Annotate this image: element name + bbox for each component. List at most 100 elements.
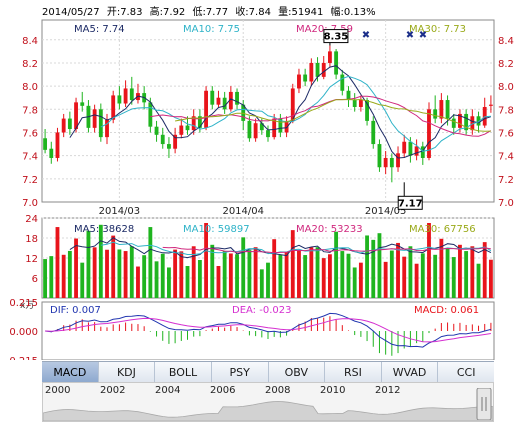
quote-header: 2014/05/27 开:7.83 高:7.92 低:7.77 收:7.84 量… bbox=[42, 3, 380, 18]
price-axis-tick-left: 7.6 bbox=[22, 128, 38, 139]
indicator-tabs: MACD KDJ BOLL PSY OBV RSI WVAD CCI bbox=[42, 361, 494, 383]
tab-wvad[interactable]: WVAD bbox=[382, 362, 439, 382]
candle-body bbox=[321, 62, 326, 77]
candle-body bbox=[427, 109, 431, 158]
volume-bar bbox=[408, 246, 413, 298]
macd-axis-tick: 0.000 bbox=[9, 327, 38, 338]
event-marker-icon: ✖ bbox=[406, 30, 414, 41]
timeline-year-label: 2010 bbox=[320, 385, 346, 396]
tab-boll[interactable]: BOLL bbox=[155, 362, 212, 382]
quote-volume: 量:51941 bbox=[278, 7, 324, 18]
candle-body bbox=[179, 125, 184, 135]
candle-body bbox=[117, 95, 122, 104]
timeline-overview bbox=[43, 401, 493, 421]
volume-bar bbox=[414, 263, 419, 298]
candle-body bbox=[476, 116, 481, 126]
volume-bar bbox=[266, 262, 270, 298]
volume-bar bbox=[86, 230, 91, 298]
ma20-volume-line bbox=[162, 246, 491, 254]
volume-bar bbox=[222, 250, 227, 298]
volume-bar bbox=[383, 261, 388, 298]
tab-kdj[interactable]: KDJ bbox=[99, 362, 156, 382]
tab-rsi[interactable]: RSI bbox=[325, 362, 382, 382]
candle-body bbox=[216, 97, 221, 105]
volume-bar bbox=[216, 266, 221, 298]
price-axis-tick-left: 7.8 bbox=[22, 105, 38, 116]
candle-body bbox=[228, 91, 233, 110]
candle-body bbox=[222, 97, 227, 110]
candle-body bbox=[383, 157, 388, 168]
candle-body bbox=[377, 144, 382, 168]
volume-bar bbox=[92, 247, 97, 298]
event-marker-icon: ✖ bbox=[362, 30, 370, 41]
price-axis-tick-left: 8.4 bbox=[22, 36, 38, 47]
candle-body bbox=[247, 120, 252, 139]
volume-bar bbox=[80, 262, 85, 298]
volume-bar bbox=[396, 242, 400, 298]
tab-cci[interactable]: CCI bbox=[456, 365, 476, 379]
volume-bar bbox=[365, 235, 369, 298]
volume-bar bbox=[61, 254, 66, 298]
price-axis-tick-right: 8.4 bbox=[498, 36, 514, 47]
price-axis-tick-x: 2014/05 bbox=[365, 206, 407, 217]
candle-body bbox=[49, 148, 54, 158]
volume-bar bbox=[445, 248, 450, 298]
ma5-price-line bbox=[69, 65, 492, 159]
ma30-price-line bbox=[175, 98, 491, 132]
macd-legend-macd: MACD: 0.061 bbox=[414, 305, 479, 316]
candle-body bbox=[420, 146, 425, 158]
price-axis-tick-x: 2014/04 bbox=[222, 206, 264, 217]
volume-bar bbox=[259, 269, 264, 298]
timeline-range-handle[interactable] bbox=[476, 388, 492, 420]
volume-bar bbox=[173, 249, 178, 298]
volume-legend-ma20: MA20: 53233 bbox=[296, 224, 363, 235]
volume-bar bbox=[389, 250, 394, 298]
tab-macd[interactable]: MACD bbox=[42, 362, 99, 382]
price-axis-tick-right: 7.8 bbox=[498, 105, 514, 116]
candle-body bbox=[408, 141, 413, 156]
volume-bar bbox=[433, 254, 438, 298]
candle-body bbox=[445, 100, 450, 119]
candle-body bbox=[334, 51, 339, 75]
timeline-navigator[interactable]: 2000 2002 2004 2006 2008 2010 2012 bbox=[42, 382, 494, 422]
volume-bar bbox=[74, 238, 78, 298]
volume-bar bbox=[253, 247, 258, 298]
candle-body bbox=[98, 109, 103, 138]
candle-body bbox=[241, 104, 246, 121]
volume-bar bbox=[117, 249, 122, 298]
volume-bar bbox=[148, 227, 153, 298]
event-marker-icon: ✖ bbox=[419, 30, 427, 41]
timeline-year-label: 2004 bbox=[155, 385, 181, 396]
tab-obv[interactable]: OBV bbox=[269, 362, 326, 382]
candle-body bbox=[303, 74, 308, 82]
candle-body bbox=[105, 119, 109, 138]
quote-open: 开:7.83 bbox=[106, 7, 143, 18]
price-legend-ma30: MA30: 7.73 bbox=[409, 24, 466, 35]
volume-bar bbox=[334, 231, 339, 298]
chart-canvas[interactable]: 8.4 8.4 8.2 8.2 8.0 8.0 7.8 7.8 7.6 7.6 7.4 7.4 7.2 7… bbox=[0, 0, 515, 360]
candle-body bbox=[340, 74, 345, 91]
price-axis-tick-left: 7.2 bbox=[22, 175, 38, 186]
macd-axis-tick: -0.215 bbox=[6, 356, 38, 360]
volume-bar bbox=[303, 255, 308, 298]
volume-bar bbox=[464, 251, 469, 298]
candle-body bbox=[352, 100, 357, 107]
volume-bar bbox=[235, 254, 239, 298]
candle-body bbox=[80, 102, 85, 106]
candle-body bbox=[451, 118, 456, 128]
timeline-year-label: 2000 bbox=[45, 385, 71, 396]
timeline-year-label: 2012 bbox=[375, 385, 401, 396]
volume-bar bbox=[402, 256, 407, 298]
macd-legend-dea: DEA: -0.023 bbox=[232, 305, 291, 316]
ma10-price-line bbox=[100, 75, 491, 152]
quote-close: 收:7.84 bbox=[235, 7, 271, 18]
price-axis-tick-right: 7.4 bbox=[498, 152, 514, 163]
volume-bar bbox=[185, 266, 190, 298]
candle-body bbox=[371, 120, 376, 145]
volume-bar bbox=[197, 260, 202, 298]
volume-bar bbox=[358, 262, 363, 298]
candle-body bbox=[111, 95, 116, 120]
macd-panel-frame bbox=[41, 301, 495, 360]
volume-bar bbox=[241, 237, 246, 298]
tab-psy[interactable]: PSY bbox=[212, 362, 269, 382]
